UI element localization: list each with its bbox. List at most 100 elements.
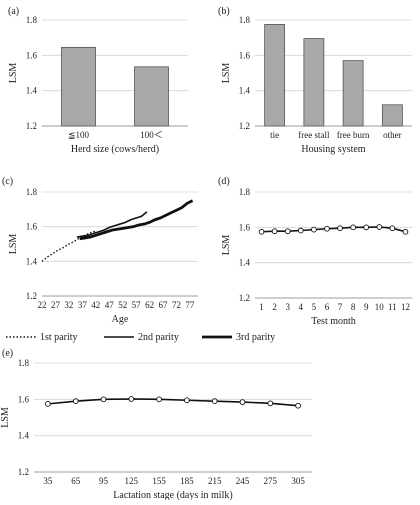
panel-4-xtick-label: 5 bbox=[312, 302, 317, 312]
panel-3-xtick-label: 72 bbox=[172, 300, 181, 310]
panel-1-xtick-label: 100＜ bbox=[140, 130, 163, 140]
panel-3-xtick-label: 67 bbox=[159, 300, 169, 310]
panel-4-xtick-label: 10 bbox=[375, 302, 385, 312]
panel-1-xtick-label: ≦100 bbox=[68, 130, 90, 140]
panel-3-xlabel: Age bbox=[112, 314, 129, 325]
panel-1-ylabel: LSM bbox=[8, 63, 19, 84]
panel-5-xtick-label: 95 bbox=[99, 476, 109, 486]
panel-1-xlabel: Herd size (cows/herd) bbox=[71, 144, 159, 155]
panel-4-point bbox=[271, 228, 278, 235]
panel-2-xtick-label: free stall bbox=[298, 130, 330, 140]
panel-3-xtick-label: 52 bbox=[118, 300, 127, 310]
panel-2-ytick-label: 1.8 bbox=[239, 15, 251, 25]
panel-5-point bbox=[128, 396, 135, 402]
panel-4-point bbox=[402, 228, 409, 235]
panel-2-bar bbox=[264, 24, 286, 127]
panel-4-ylabel: LSM bbox=[221, 235, 232, 256]
panel-3-series-line bbox=[41, 230, 97, 262]
panel-3-series-line bbox=[76, 211, 148, 238]
panel-3-ytick-label: 1.6 bbox=[26, 222, 38, 232]
panel-4-xtick-label: 12 bbox=[401, 302, 410, 312]
panel-5-xtick-label: 35 bbox=[43, 476, 53, 486]
panel-4-point bbox=[389, 225, 396, 232]
panel-4-point bbox=[297, 227, 304, 234]
panel-2-ylabel: LSM bbox=[221, 63, 232, 84]
panel-2-bar bbox=[303, 38, 325, 127]
panel-2-ytick-label: 1.4 bbox=[239, 86, 251, 96]
panel-5-xtick-label: 245 bbox=[236, 476, 250, 486]
panel-4-label: (d) bbox=[218, 176, 230, 187]
panel-5-ytick-label: 1.8 bbox=[18, 358, 30, 368]
panel-5-xtick-label: 155 bbox=[152, 476, 166, 486]
panel-5-point bbox=[184, 397, 190, 404]
panel-1-ytick-label: 1.2 bbox=[26, 121, 37, 131]
panel-5-xtick-label: 275 bbox=[264, 476, 278, 486]
panel-5-xtick-label: 185 bbox=[180, 476, 194, 486]
panel-4-ytick-label: 1.2 bbox=[239, 293, 250, 303]
panel-4-ytick-label: 1.8 bbox=[239, 187, 251, 197]
panel-4-point bbox=[350, 224, 356, 231]
panel-1-label: (a) bbox=[8, 6, 19, 17]
panel-3-ytick-label: 1.8 bbox=[26, 187, 38, 197]
panel-1-bar bbox=[61, 46, 96, 127]
panel-5-point bbox=[211, 398, 218, 405]
panel-5-point bbox=[267, 400, 274, 407]
panel-2-xtick-label: other bbox=[383, 130, 402, 140]
panel-4-point bbox=[311, 226, 317, 233]
panel-4-ytick-label: 1.6 bbox=[239, 222, 251, 232]
panel-3-xtick-label: 62 bbox=[145, 300, 154, 310]
panel-4-point bbox=[376, 224, 383, 230]
panel-2-ytick-label: 1.2 bbox=[239, 121, 250, 131]
panel-3-xtick-label: 42 bbox=[91, 300, 100, 310]
panel-5-point bbox=[239, 399, 246, 405]
panel-3-xtick-label: 57 bbox=[132, 300, 142, 310]
panel-2-bar bbox=[381, 104, 403, 127]
panel-5-label: (e) bbox=[2, 348, 13, 359]
panel-4-xlabel: Test month bbox=[311, 316, 356, 327]
panel-5-ylabel: LSM bbox=[0, 407, 11, 428]
panel-4-point bbox=[337, 225, 343, 232]
panel-5-point bbox=[72, 398, 79, 405]
panel-5-ytick-label: 1.4 bbox=[18, 431, 30, 441]
panel-4-xtick-label: 7 bbox=[338, 302, 343, 312]
panel-3-xtick-label: 37 bbox=[78, 300, 88, 310]
panel-4-ytick-label: 1.4 bbox=[239, 258, 251, 268]
panel-4-point bbox=[363, 224, 370, 231]
panel-4-xtick-label: 2 bbox=[272, 302, 277, 312]
panel-4-xtick-label: 6 bbox=[325, 302, 330, 312]
panel-4-xtick-label: 11 bbox=[388, 302, 397, 312]
panel-3-xtick-label: 22 bbox=[38, 300, 47, 310]
panel-5-ytick-label: 1.6 bbox=[18, 394, 30, 404]
panel-2-xlabel: Housing system bbox=[301, 144, 365, 155]
panel-2-xtick-label: tie bbox=[270, 130, 279, 140]
panel-5-point bbox=[295, 402, 301, 409]
panel-5-ytick-label: 1.2 bbox=[18, 467, 29, 477]
panel-4-xtick-label: 3 bbox=[285, 302, 290, 312]
panel-2-ytick-label: 1.6 bbox=[239, 50, 251, 60]
panel-4-xtick-label: 1 bbox=[259, 302, 264, 312]
panel-3-ytick-label: 1.2 bbox=[26, 291, 37, 301]
panel-5-point bbox=[156, 396, 162, 403]
panel-5-xtick-label: 215 bbox=[208, 476, 222, 486]
panel-1-ytick-label: 1.4 bbox=[26, 86, 38, 96]
panel-3-legend-entry: 2nd parity bbox=[138, 332, 179, 343]
panel-3-label: (c) bbox=[2, 176, 13, 187]
panel-3-xtick-label: 27 bbox=[51, 300, 61, 310]
panel-4-point bbox=[284, 228, 291, 235]
panel-4-point bbox=[324, 225, 330, 232]
panel-4-point bbox=[258, 228, 265, 235]
panel-4-xtick-label: 4 bbox=[299, 302, 304, 312]
panel-5-point bbox=[45, 401, 51, 407]
panel-3-legend-entry: 1st parity bbox=[40, 332, 78, 343]
panel-2-xtick-label: free burn bbox=[337, 130, 370, 140]
panel-5-xtick-label: 65 bbox=[71, 476, 81, 486]
panel-2-bar bbox=[342, 60, 364, 127]
panel-3-series-line bbox=[79, 199, 194, 241]
panel-2-label: (b) bbox=[218, 6, 230, 17]
panel-3-xtick-label: 77 bbox=[185, 300, 195, 310]
panel-1-bar bbox=[134, 66, 169, 127]
panel-5-xlabel: Lactation stage (days in milk) bbox=[113, 490, 232, 500]
panel-1-ytick-label: 1.8 bbox=[26, 15, 38, 25]
